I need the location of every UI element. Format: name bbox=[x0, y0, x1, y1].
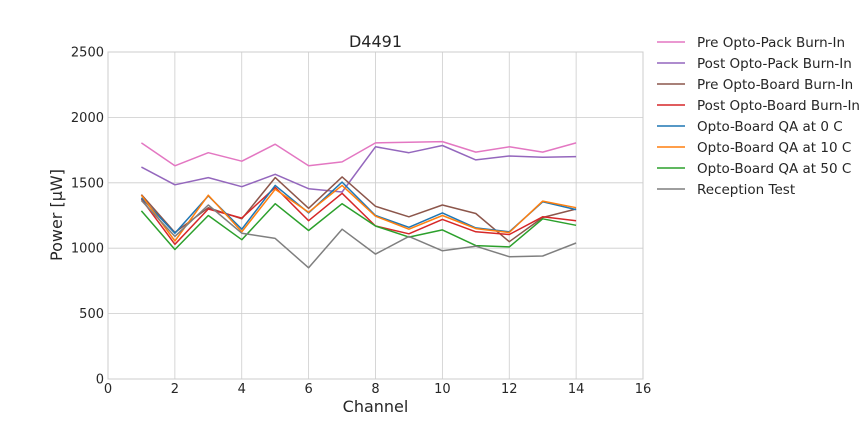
y-tick-label: 1500 bbox=[71, 176, 104, 191]
tick-labels: 0 2 4 6 8 10 12 14 16 0 500 1000 1500 2000 2500 bbox=[71, 46, 651, 398]
x-axis-label: Channel bbox=[343, 397, 409, 416]
x-tick-label: 4 bbox=[238, 382, 246, 397]
legend-label: Opto-Board QA at 0 C bbox=[697, 119, 843, 135]
x-tick-label: 12 bbox=[501, 382, 518, 397]
series-line bbox=[140, 140, 577, 167]
series-line bbox=[141, 144, 577, 193]
legend-item: Opto-Board QA at 10 C bbox=[657, 140, 851, 156]
x-tick-label: 14 bbox=[568, 382, 585, 397]
x-tick-label: 2 bbox=[171, 382, 179, 397]
y-tick-label: 2000 bbox=[71, 111, 104, 126]
x-tick-label: 6 bbox=[304, 382, 312, 397]
plot-frame bbox=[107, 51, 644, 380]
legend: Pre Opto-Pack Burn-In Post Opto-Pack Burn… bbox=[657, 35, 860, 198]
legend-item: Post Opto-Pack Burn-In bbox=[657, 56, 852, 72]
series-lines bbox=[140, 140, 577, 269]
y-axis-label: Power [μW] bbox=[47, 169, 66, 261]
x-tick-label: 10 bbox=[434, 382, 451, 397]
x-tick-label: 0 bbox=[104, 382, 112, 397]
series-line bbox=[140, 202, 577, 251]
legend-label: Pre Opto-Board Burn-In bbox=[697, 77, 853, 93]
series-line bbox=[140, 184, 577, 242]
y-tick-label: 500 bbox=[79, 307, 104, 322]
legend-item: Pre Opto-Board Burn-In bbox=[657, 77, 853, 93]
y-tick-label: 2500 bbox=[71, 46, 104, 61]
legend-label: Post Opto-Pack Burn-In bbox=[697, 56, 852, 72]
series-line bbox=[140, 199, 577, 269]
legend-item: Opto-Board QA at 0 C bbox=[657, 119, 843, 135]
legend-label: Opto-Board QA at 10 C bbox=[697, 140, 851, 156]
legend-item: Reception Test bbox=[657, 182, 795, 198]
axes bbox=[107, 51, 644, 380]
y-tick-label: 1000 bbox=[71, 242, 104, 257]
y-tick-label: 0 bbox=[96, 373, 104, 388]
x-tick-label: 16 bbox=[635, 382, 652, 397]
series-line bbox=[140, 181, 577, 234]
legend-item: Post Opto-Board Burn-In bbox=[657, 98, 860, 114]
legend-item: Pre Opto-Pack Burn-In bbox=[657, 35, 845, 51]
chart-title: D4491 bbox=[349, 32, 402, 51]
legend-label: Post Opto-Board Burn-In bbox=[697, 98, 860, 114]
legend-label: Opto-Board QA at 50 C bbox=[697, 161, 851, 177]
legend-label: Reception Test bbox=[697, 182, 795, 198]
legend-item: Opto-Board QA at 50 C bbox=[657, 161, 851, 177]
legend-label: Pre Opto-Pack Burn-In bbox=[697, 35, 845, 51]
x-tick-label: 8 bbox=[371, 382, 379, 397]
series-line bbox=[140, 186, 577, 246]
